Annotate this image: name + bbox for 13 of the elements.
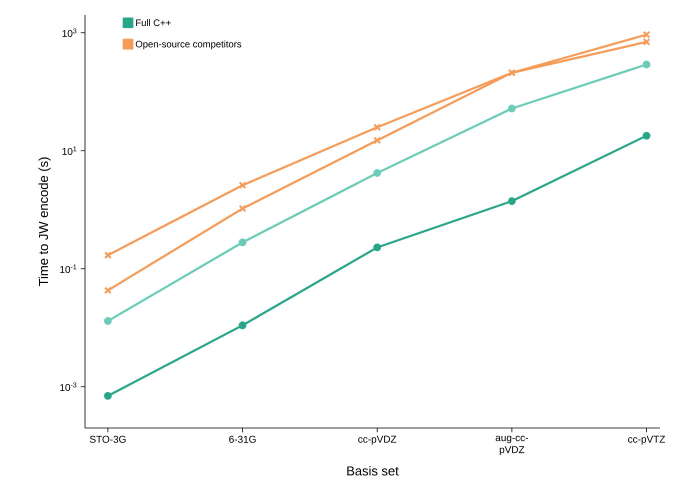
legend-label: Open-source competitors xyxy=(136,40,242,50)
y-tick-label: 10$^{-3}$ xyxy=(60,382,76,392)
legend-label: Full C++ xyxy=(136,19,171,26)
x-tick-label: cc-pVTZ xyxy=(628,436,666,445)
x-tick-label: 6-31G xyxy=(229,436,256,443)
x-tick-label: cc-pVDZ xyxy=(358,436,396,445)
y-tick-label: 10$^{-1}$ xyxy=(60,264,76,274)
x-axis-title: Basis set xyxy=(347,466,399,476)
y-tick-label: 10$^{3}$ xyxy=(62,28,76,38)
y-tick-label: 10$^{1}$ xyxy=(62,146,76,156)
x-tick-label: aug-cc-pVDZ xyxy=(496,436,528,456)
x-tick-label: STO-3G xyxy=(90,436,126,443)
y-axis-title: Time to JW encode (s) xyxy=(38,157,51,286)
